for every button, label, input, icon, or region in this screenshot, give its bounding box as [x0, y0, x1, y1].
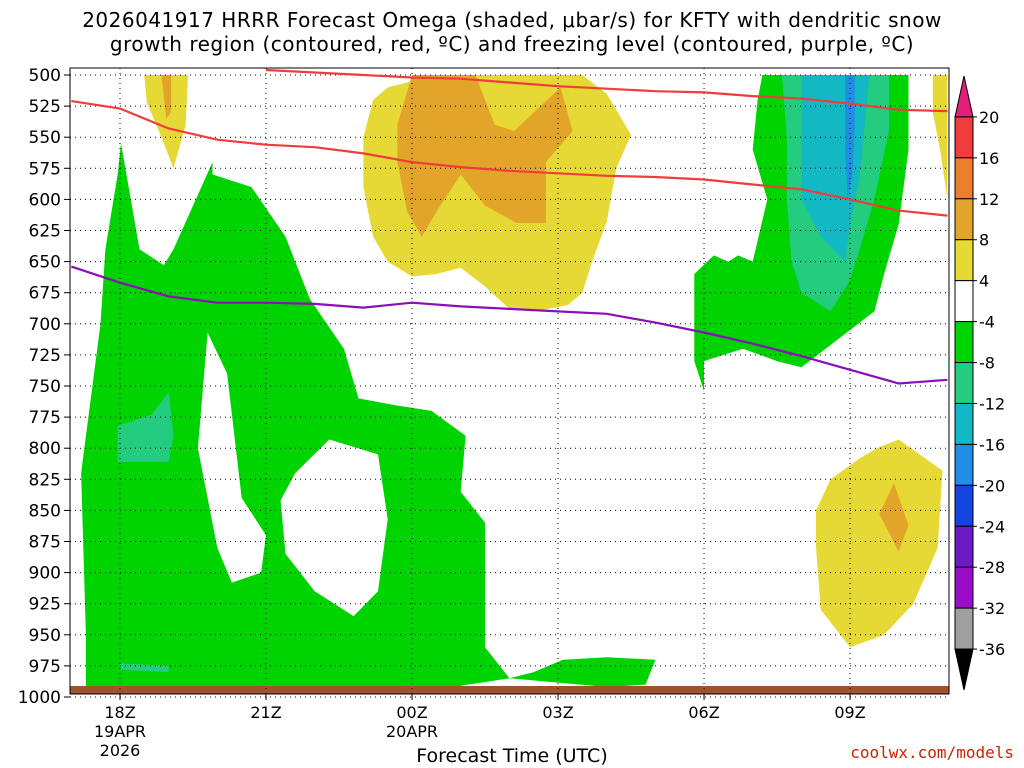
omega-region-4	[120, 663, 169, 673]
y-tick-label: 775	[29, 408, 61, 428]
y-tick-label: 850	[29, 501, 61, 521]
colorbar-top-triangle	[954, 75, 974, 118]
y-tick-label: 1000	[18, 688, 61, 708]
x-tick-label: 2026	[100, 741, 141, 760]
x-tick-label: 03Z	[542, 703, 573, 722]
colorbar-segment	[954, 116, 974, 159]
colorbar-bottom-triangle	[954, 648, 974, 691]
colorbar-segment	[954, 280, 974, 323]
chart-title-line1: 2026041917 HRRR Forecast Omega (shaded, …	[82, 8, 942, 32]
colorbar-label: 4	[979, 272, 989, 291]
y-tick-label: 875	[29, 533, 61, 553]
chart-title-line2: growth region (contoured, red, ºC) and f…	[109, 32, 915, 56]
y-tick-label: 700	[29, 315, 61, 335]
colorbar-label: -36	[979, 640, 1005, 659]
omega-region-14	[816, 439, 943, 648]
x-tick-label: 00Z	[396, 703, 427, 722]
y-tick-label: 600	[29, 190, 61, 210]
colorbar-segment	[954, 402, 974, 445]
colorbar-label: -32	[979, 599, 1005, 618]
colorbar-label: 8	[979, 231, 989, 250]
colorbar-segment	[954, 607, 974, 650]
colorbar-label: -24	[979, 517, 1005, 536]
colorbar-segment	[954, 239, 974, 282]
y-tick-label: 950	[29, 626, 61, 646]
y-tick-label: 525	[29, 97, 61, 117]
contour-line-1	[265, 68, 948, 113]
omega-region-1	[197, 332, 266, 583]
y-tick-label: 925	[29, 595, 61, 615]
colorbar-segment	[954, 484, 974, 527]
surface-band	[70, 686, 949, 694]
plot-frame	[69, 67, 950, 695]
omega-region-6	[161, 75, 172, 119]
omega-region-15	[879, 483, 909, 552]
colorbar-label: -12	[979, 394, 1005, 413]
x-tick-label: 20APR	[386, 722, 438, 741]
colorbar-label: -4	[979, 313, 995, 332]
x-tick-label: 21Z	[250, 703, 281, 722]
contour-line-2	[70, 265, 948, 385]
colorbar-label: 12	[979, 190, 999, 209]
y-tick-label: 975	[29, 657, 61, 677]
colorbar-label: -8	[979, 354, 995, 373]
colorbar-label: 20	[979, 108, 999, 127]
colorbar-segment	[954, 525, 974, 568]
colorbar-segment	[954, 362, 974, 404]
omega-region-5	[144, 75, 189, 169]
y-tick-label: 625	[29, 222, 61, 242]
contour-line-0	[71, 100, 948, 217]
omega-region-3	[117, 392, 174, 462]
y-tick-label: 800	[29, 439, 61, 459]
x-tick-label: 06Z	[688, 703, 719, 722]
colorbar-segment	[954, 443, 974, 486]
y-tick-label: 650	[29, 253, 61, 273]
x-tick-label: 09Z	[834, 703, 865, 722]
x-tick-label: 18Z	[104, 703, 135, 722]
colorbar-label: 16	[979, 149, 999, 168]
colorbar-label: -28	[979, 558, 1005, 577]
y-tick-label: 900	[29, 564, 61, 584]
y-tick-label: 575	[29, 159, 61, 179]
colorbar-label: -16	[979, 435, 1005, 454]
colorbar-segment	[954, 157, 974, 200]
x-axis-title: Forecast Time (UTC)	[416, 745, 608, 767]
y-tick-label: 675	[29, 284, 61, 304]
y-tick-label: 500	[29, 66, 61, 86]
y-tick-label: 825	[29, 470, 61, 490]
credit-text: coolwx.com/models	[850, 743, 1014, 762]
y-tick-label: 750	[29, 377, 61, 397]
colorbar-segment	[954, 198, 974, 241]
omega-region-8	[397, 75, 573, 237]
colorbar-label: -20	[979, 476, 1005, 495]
colorbar-segment	[954, 566, 974, 609]
y-tick-label: 725	[29, 346, 61, 366]
x-tick-label: 19APR	[94, 722, 146, 741]
y-tick-label: 550	[29, 128, 61, 148]
omega-region-2	[280, 439, 388, 617]
colorbar-segment	[954, 321, 974, 364]
